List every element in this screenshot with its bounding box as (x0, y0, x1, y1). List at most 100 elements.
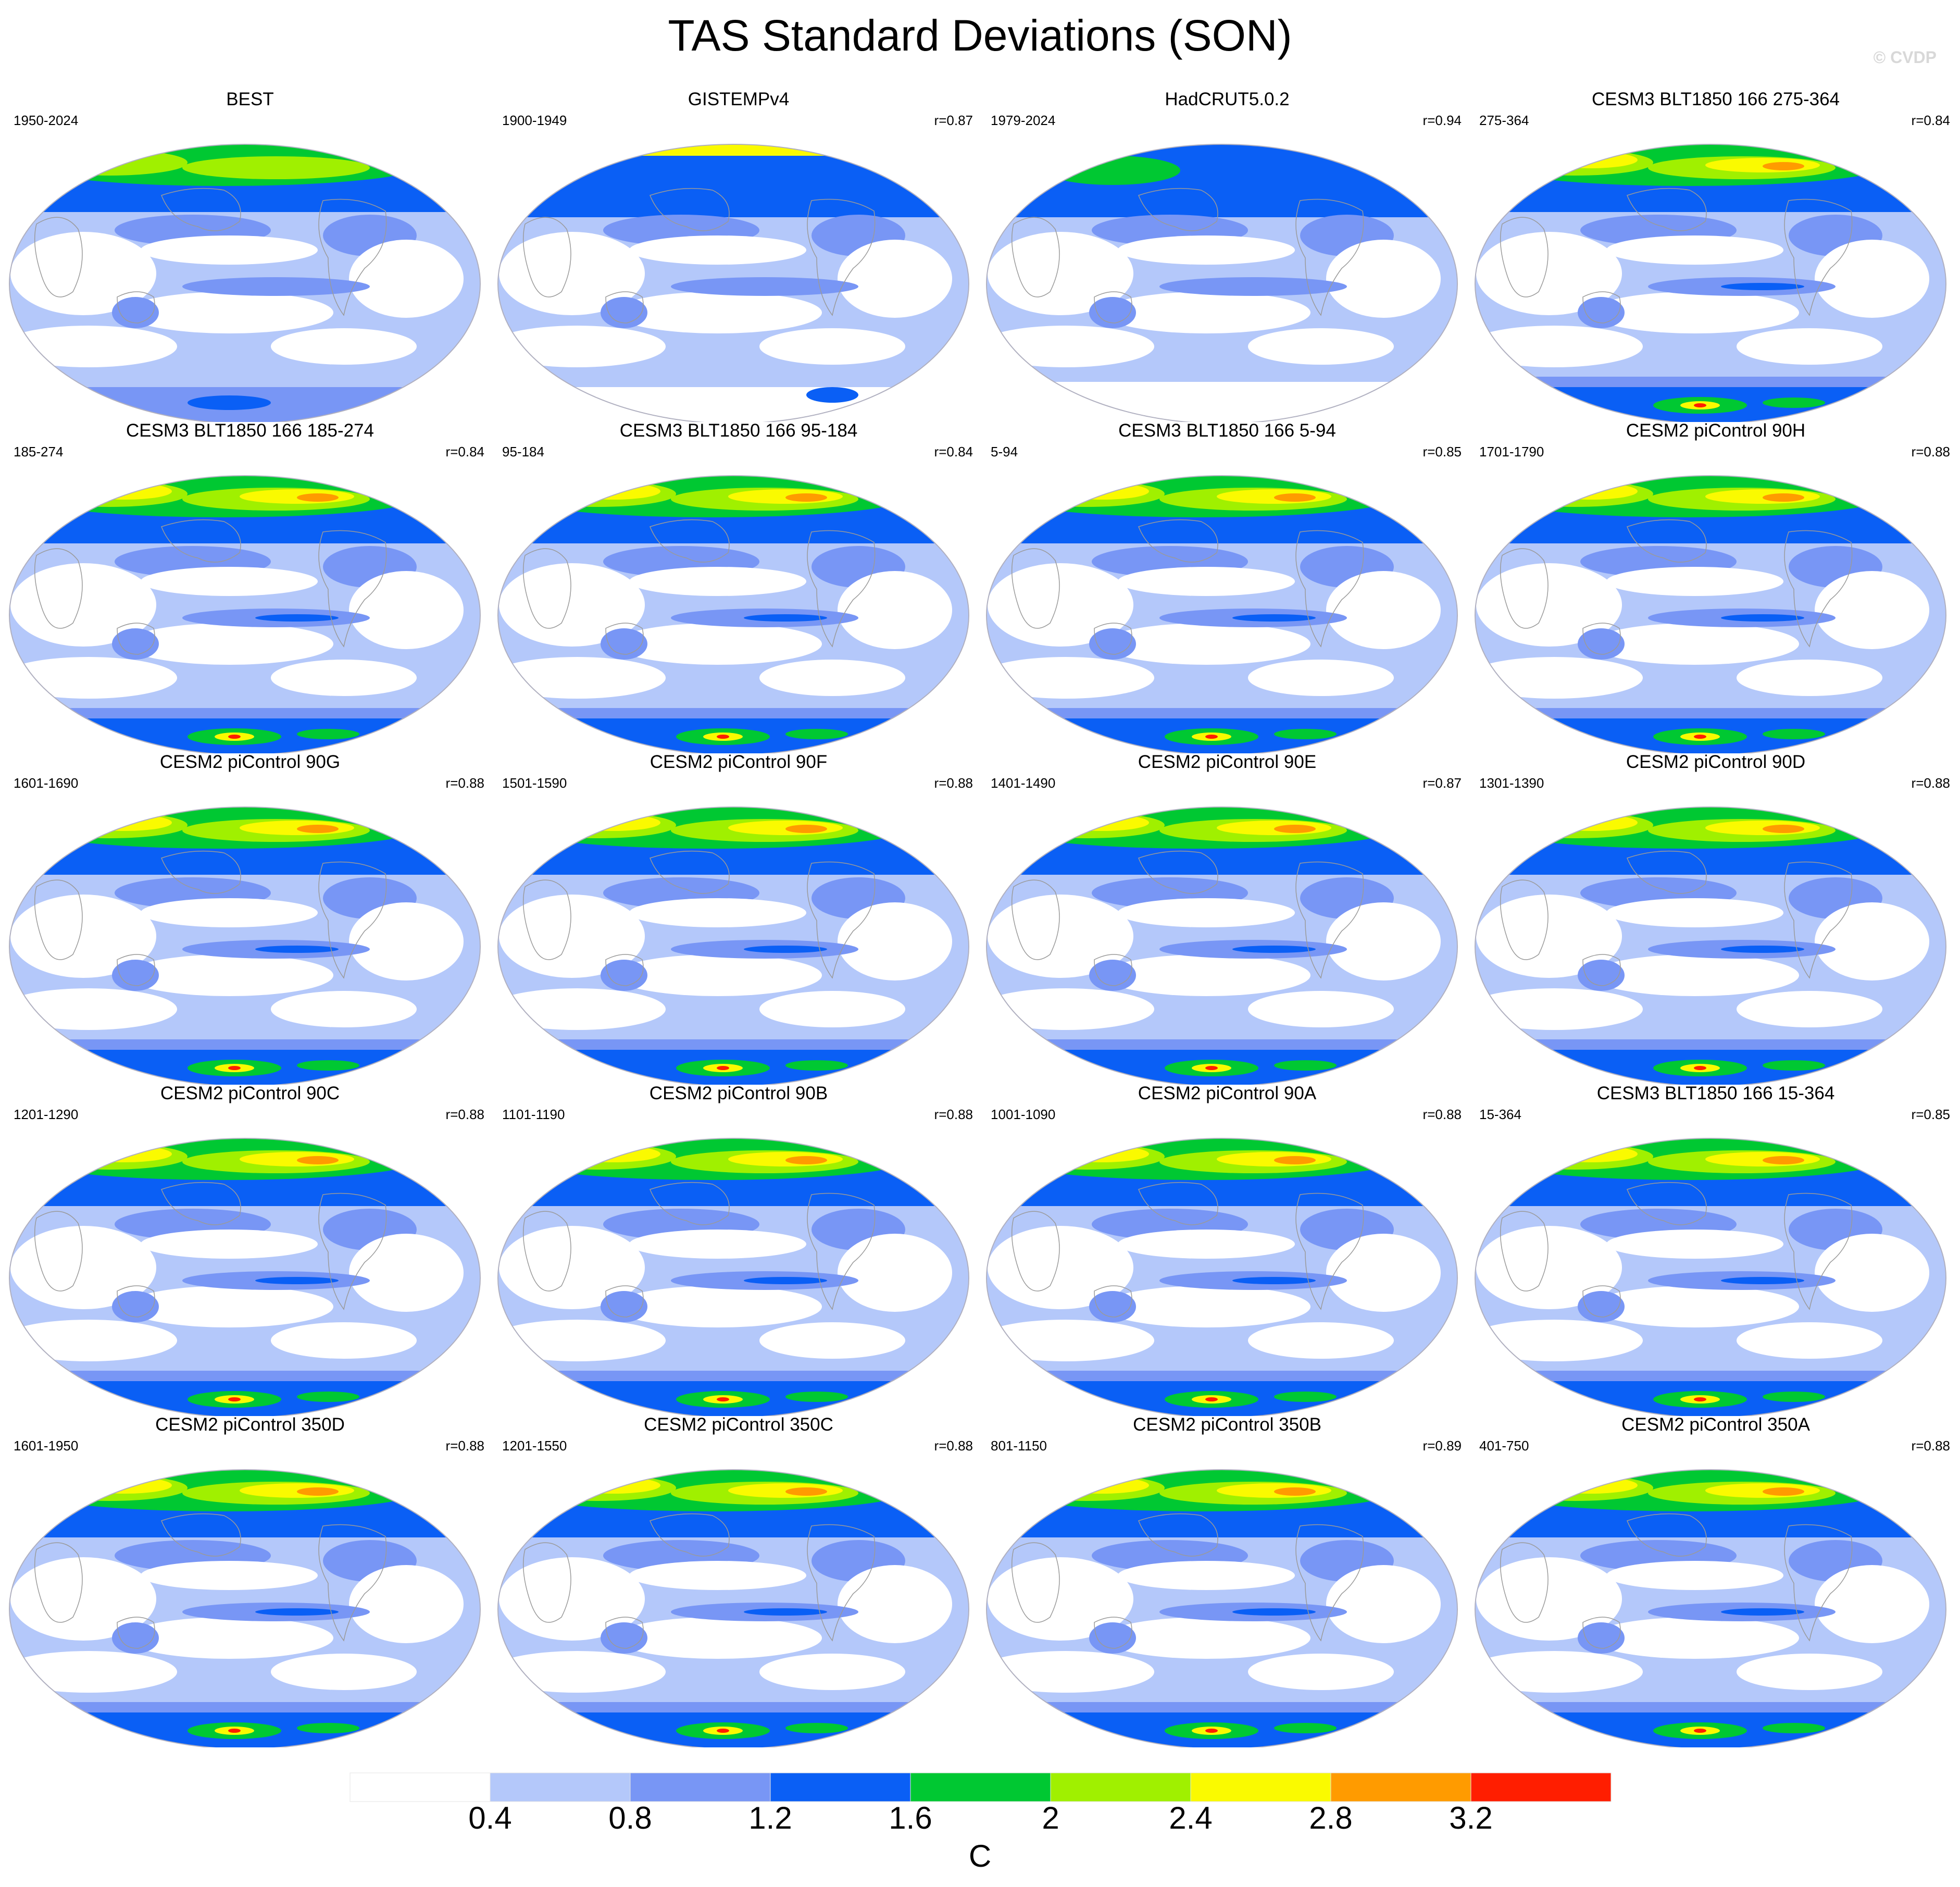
white-south (1475, 988, 1643, 1030)
arctic-red (1544, 815, 1575, 825)
arctic-orange (1274, 493, 1316, 502)
coastline (605, 291, 644, 324)
white-npac (141, 1561, 318, 1590)
robinson-map (9, 144, 481, 422)
antarctic-green-east (1763, 398, 1825, 408)
white-atl (1815, 240, 1929, 318)
panel-title: CESM2 piControl 90A (1138, 1083, 1317, 1103)
coastline (1011, 879, 1060, 960)
panel-correlation: r=0.84 (934, 444, 973, 460)
coastline (1295, 1524, 1364, 1642)
coastline (605, 623, 644, 655)
enso-core (1232, 1277, 1316, 1284)
australia-patch (601, 628, 647, 660)
white-atl (1326, 1565, 1441, 1643)
white-south-east (271, 328, 417, 365)
map-border (497, 806, 969, 1085)
white-spac (125, 1617, 333, 1659)
page-title: TAS Standard Deviations (SON) (668, 11, 1292, 60)
map-panel: CESM2 piControl 350C 1201-1550 r=0.88 (494, 1414, 983, 1747)
coastline (1500, 217, 1549, 297)
map-border (497, 1138, 969, 1416)
coastline (1094, 954, 1132, 986)
coastline (605, 1285, 644, 1318)
antarctic-red (1205, 1066, 1218, 1070)
white-south-east (759, 1322, 905, 1359)
panel-title: CESM3 BLT1850 166 275-364 (1591, 89, 1840, 109)
panel-title: CESM2 piControl 90F (650, 752, 828, 772)
coastline (117, 291, 155, 324)
white-atl (349, 240, 464, 318)
white-npac (141, 567, 318, 596)
coastline (1138, 188, 1218, 231)
southern-edge (1475, 708, 1946, 718)
southern-edge (498, 1702, 969, 1712)
white-south (9, 988, 177, 1030)
coastline (161, 1182, 241, 1225)
arctic-orange (297, 1487, 339, 1496)
coastline (522, 1211, 571, 1292)
panel-correlation: r=0.88 (934, 775, 973, 791)
enso-tongue (182, 277, 370, 296)
coastline (650, 850, 730, 894)
white-west (499, 563, 645, 647)
white-npac (1606, 898, 1783, 927)
antarctic-white (498, 387, 969, 422)
arctic-red (567, 1147, 598, 1156)
panel-correlation: r=0.87 (1422, 775, 1462, 791)
enso-tongue (671, 277, 858, 296)
white-atl (838, 902, 952, 980)
white-atl (838, 571, 952, 649)
panel-period: 1501-1590 (502, 775, 567, 791)
white-south-east (1737, 991, 1882, 1027)
antarctic-red (228, 1397, 241, 1401)
robinson-map (986, 475, 1458, 753)
coastline (161, 1513, 241, 1557)
coastline (807, 530, 876, 648)
coastline (522, 217, 571, 297)
map-panel: CESM2 piControl 90A 1001-1090 r=0.88 (982, 1083, 1472, 1416)
antarctic-green-east (297, 1060, 359, 1071)
southern-edge (987, 1702, 1457, 1712)
antarctic-green-east (1274, 729, 1337, 739)
robinson-map (497, 806, 969, 1085)
coastline (34, 1542, 83, 1623)
robinson-map (1475, 475, 1946, 753)
panel-title: CESM2 piControl 350A (1621, 1414, 1810, 1435)
panel-correlation: r=0.88 (445, 1438, 484, 1454)
robinson-map (986, 806, 1458, 1085)
antarctic-red (717, 735, 729, 739)
panel-correlation: r=0.88 (1911, 775, 1950, 791)
coastline (1011, 217, 1060, 297)
panel-title: CESM2 piControl 90G (159, 752, 341, 772)
coastline (1627, 519, 1707, 563)
map-panel: CESM3 BLT1850 166 185-274 185-274 r=0.84 (5, 420, 495, 753)
white-spac (1591, 1617, 1799, 1659)
enso-core (255, 1608, 339, 1616)
arctic-red (78, 484, 109, 493)
coastline (1011, 548, 1060, 629)
coastline (1500, 879, 1549, 960)
map-panel: CESM2 piControl 90C 1201-1290 r=0.88 (5, 1083, 495, 1416)
arctic-orange (1763, 1487, 1804, 1496)
white-west (1476, 1557, 1622, 1641)
white-south-east (1248, 328, 1394, 365)
antarctic-green-east (785, 1060, 848, 1071)
panel-title: CESM3 BLT1850 166 185-274 (126, 420, 374, 441)
coastline (117, 954, 155, 986)
panel-period: 801-1150 (991, 1438, 1047, 1454)
map-border (986, 806, 1458, 1085)
arctic-red (78, 815, 109, 825)
white-west (499, 1226, 645, 1309)
white-npac (1118, 235, 1295, 265)
coastline (650, 1513, 730, 1557)
enso-core (1721, 614, 1804, 622)
coastline (1295, 198, 1364, 316)
panel-period: 1701-1790 (1479, 444, 1544, 460)
enso-core (1721, 1277, 1804, 1284)
coastline (1011, 1542, 1060, 1623)
antarctic-red (717, 1397, 729, 1401)
robinson-map (986, 1469, 1458, 1747)
antarctic-green-east (297, 729, 359, 739)
antarctic-green-east (297, 1723, 359, 1733)
